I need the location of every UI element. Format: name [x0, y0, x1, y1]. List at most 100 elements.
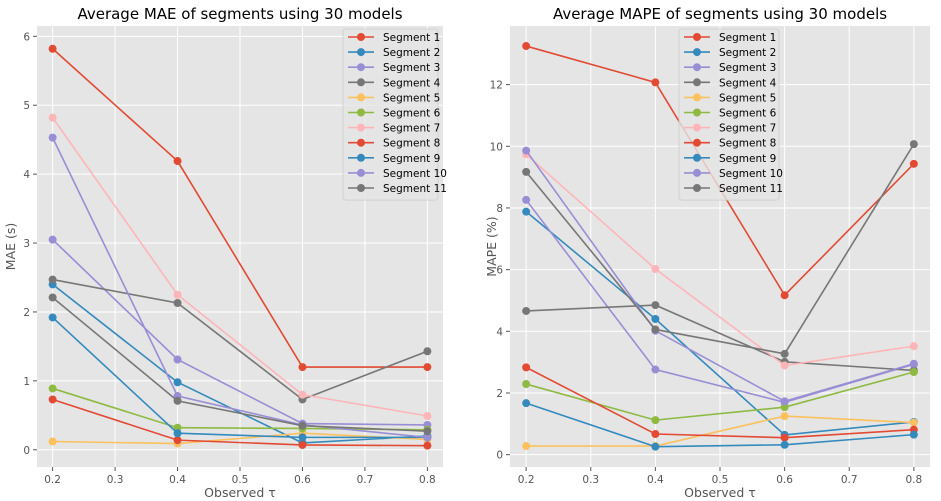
y-tick-label: 4: [23, 169, 30, 181]
legend-label: Segment 6: [719, 108, 777, 120]
data-point: [780, 349, 789, 358]
data-point: [909, 342, 918, 351]
legend-marker: [357, 108, 365, 117]
data-point: [780, 291, 789, 300]
legend-marker: [693, 48, 701, 57]
data-point: [423, 441, 432, 450]
data-point: [522, 380, 531, 389]
legend-label: Segment 3: [383, 62, 440, 74]
chart-title: Average MAPE of segments using 30 models: [553, 5, 887, 23]
legend-label: Segment 10: [719, 168, 783, 180]
y-tick-label: 4: [496, 326, 503, 338]
data-point: [298, 421, 307, 430]
series-11: [48, 293, 432, 436]
legend-label: Segment 7: [719, 123, 776, 135]
data-point: [173, 396, 182, 405]
legend-label: Segment 7: [383, 123, 440, 135]
data-point: [298, 363, 307, 372]
series-line: [526, 415, 914, 447]
series-8: [48, 395, 432, 450]
x-tick-label: 0.5: [712, 474, 729, 486]
legend-marker: [357, 138, 365, 147]
data-point: [522, 306, 531, 315]
series-line: [525, 371, 915, 421]
data-point: [651, 365, 660, 374]
data-point: [173, 299, 182, 308]
data-point: [423, 412, 432, 421]
legend-marker: [693, 153, 701, 162]
series-line: [51, 137, 428, 439]
legend-label: Segment 3: [719, 62, 776, 74]
data-point: [48, 275, 57, 284]
y-tick-label: 5: [23, 100, 30, 112]
legend-marker: [357, 63, 365, 72]
data-point: [173, 436, 182, 445]
legend-label: Segment 11: [383, 183, 447, 195]
x-tick-label: 0.5: [232, 474, 249, 486]
data-point: [423, 427, 432, 436]
legend-marker: [357, 123, 365, 132]
y-tick-label: 3: [23, 238, 30, 250]
series-10: [48, 133, 432, 442]
series-7: [48, 113, 432, 421]
y-tick-label: 1: [23, 376, 30, 388]
data-point: [651, 416, 660, 425]
data-point: [298, 440, 307, 449]
series-line: [52, 432, 428, 445]
legend-marker: [357, 168, 365, 177]
legend-label: Segment 10: [383, 168, 447, 180]
legend-marker: [357, 48, 365, 57]
y-tick-label: 2: [496, 388, 503, 400]
data-point: [780, 403, 789, 412]
data-point: [522, 207, 531, 216]
legend: Segment 1 Segment 2 Segment 3 Segment 4 Segm…: [678, 28, 783, 201]
x-tick-label: 0.8: [905, 474, 922, 486]
legend-marker: [693, 78, 701, 87]
legend-label: Segment 9: [383, 153, 440, 165]
y-tick-label: 0: [496, 450, 503, 462]
data-point: [48, 133, 57, 142]
series-line: [525, 402, 914, 448]
legend-label: Segment 8: [383, 138, 440, 150]
y-tick-label: 8: [496, 203, 503, 215]
x-tick-label: 0.2: [518, 474, 535, 486]
legend-marker: [693, 138, 701, 147]
data-point: [522, 42, 531, 51]
x-tick-label: 0.6: [294, 474, 311, 486]
data-point: [48, 113, 57, 122]
series-line: [52, 316, 428, 439]
y-axis-label: MAPE (%): [484, 216, 499, 276]
data-point: [48, 293, 57, 302]
series-line: [525, 211, 914, 436]
mape-chart: 0.2 0.3 0.4 0.5 0.6 0.7 0.8 0 2 4 6 8 10 12 Average MA…: [484, 5, 930, 500]
series-line: [52, 48, 428, 368]
data-point: [909, 140, 918, 149]
data-point: [780, 440, 789, 449]
legend-label: Segment 8: [719, 138, 776, 150]
series-line: [52, 398, 428, 447]
legend-marker: [693, 33, 701, 41]
y-tick-label: 6: [23, 31, 30, 43]
series-11: [522, 140, 918, 358]
data-point: [48, 384, 57, 393]
series-line: [525, 143, 915, 355]
chart-title: Average MAE of segments using 30 models: [77, 5, 402, 23]
legend-label: Segment 1: [719, 32, 776, 44]
y-axis-label: MAE (s): [3, 223, 18, 270]
x-tick-label: 0.2: [44, 474, 61, 486]
data-point: [909, 418, 918, 427]
data-point: [522, 363, 531, 372]
legend-label: Segment 5: [383, 92, 440, 104]
data-point: [780, 433, 789, 442]
y-tick-label: 10: [490, 141, 503, 153]
series-line: [52, 296, 428, 432]
data-point: [780, 361, 789, 370]
legend-label: Segment 4: [719, 77, 777, 89]
x-axis-label: Observed τ: [204, 485, 276, 500]
data-point: [651, 325, 660, 334]
series-6: [522, 368, 918, 425]
data-point: [651, 314, 660, 323]
data-point: [173, 290, 182, 299]
mae-chart: 0.2 0.3 0.4 0.5 0.6 0.7 0.8 0 1 2 3 4 5 6 Average MAE …: [3, 5, 447, 500]
data-point: [173, 429, 182, 438]
